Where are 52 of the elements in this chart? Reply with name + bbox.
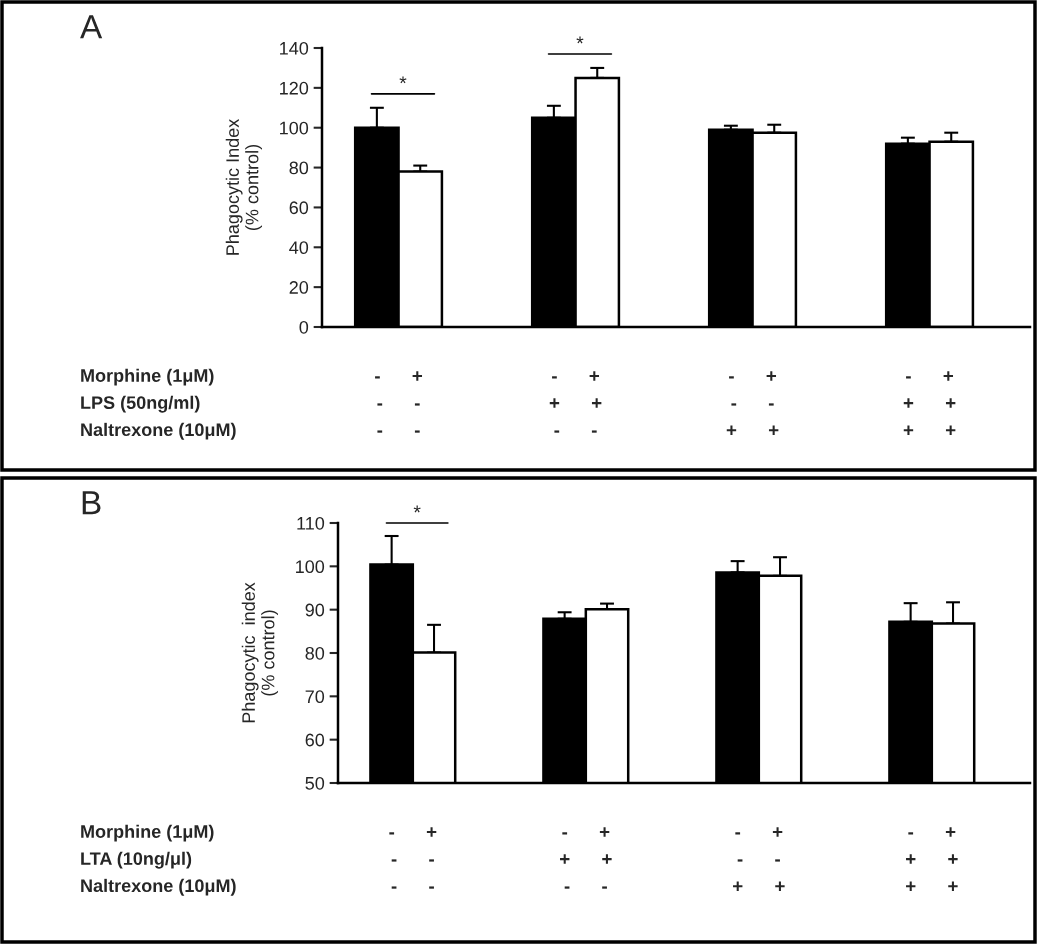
- text: - -: [731, 403, 774, 406]
- y-tick-label: 50: [305, 776, 325, 790]
- text: - +: [552, 371, 600, 381]
- text: LPS (50ng/ml): [81, 395, 200, 413]
- text: + +: [903, 398, 956, 408]
- text: - +: [562, 827, 610, 837]
- text: Naltrexone (10μM): [81, 422, 236, 440]
- text: - +: [729, 371, 777, 381]
- y-tick-label: 20: [289, 281, 309, 294]
- text: - +: [908, 827, 956, 837]
- text: - -: [737, 859, 780, 862]
- text: *: [576, 36, 584, 44]
- text: - -: [377, 430, 420, 433]
- text: Morphine (1μM): [81, 824, 214, 842]
- text: *: [413, 505, 421, 513]
- y-tick-label: 70: [305, 690, 325, 704]
- y-tick-label: 90: [305, 603, 325, 617]
- y-tick-label: 80: [289, 161, 309, 175]
- text: - +: [375, 371, 423, 381]
- text: Morphine (1μM): [81, 368, 214, 386]
- y-tick-label: 100: [296, 560, 325, 574]
- text: - +: [389, 827, 437, 837]
- y-axis-title: Phagocytic index (% control): [241, 582, 279, 723]
- text: + +: [726, 425, 779, 435]
- y-tick-label: 100: [280, 121, 309, 135]
- text: + +: [906, 881, 958, 891]
- y-axis-title: Phagocytic Index (% control): [225, 118, 263, 255]
- y-tick-label: 80: [305, 646, 325, 660]
- text: - -: [391, 859, 434, 862]
- text: - -: [377, 403, 420, 406]
- text: - -: [554, 430, 597, 433]
- text: - -: [564, 886, 607, 889]
- chart-title: B: [82, 491, 101, 515]
- y-tick-label: 40: [289, 241, 309, 255]
- text: - -: [391, 886, 434, 889]
- text: + +: [903, 425, 956, 435]
- text: Naltrexone (10μM): [81, 878, 236, 896]
- y-tick-label: 120: [280, 81, 309, 95]
- text: - +: [906, 371, 954, 381]
- y-tick-label: 0: [299, 320, 309, 334]
- y-tick-label: 60: [305, 733, 325, 747]
- chart-title: A: [80, 15, 103, 39]
- y-tick-label: 60: [289, 201, 309, 215]
- y-tick-label: 140: [280, 41, 309, 55]
- text: - +: [735, 827, 783, 837]
- annotation: *: [399, 76, 407, 84]
- text: + +: [560, 854, 612, 864]
- text: LTA (10ng/μl): [81, 851, 192, 869]
- text: + +: [906, 854, 958, 864]
- text: + +: [549, 398, 602, 408]
- text: + +: [733, 881, 785, 891]
- y-tick-label: 110: [297, 516, 325, 530]
